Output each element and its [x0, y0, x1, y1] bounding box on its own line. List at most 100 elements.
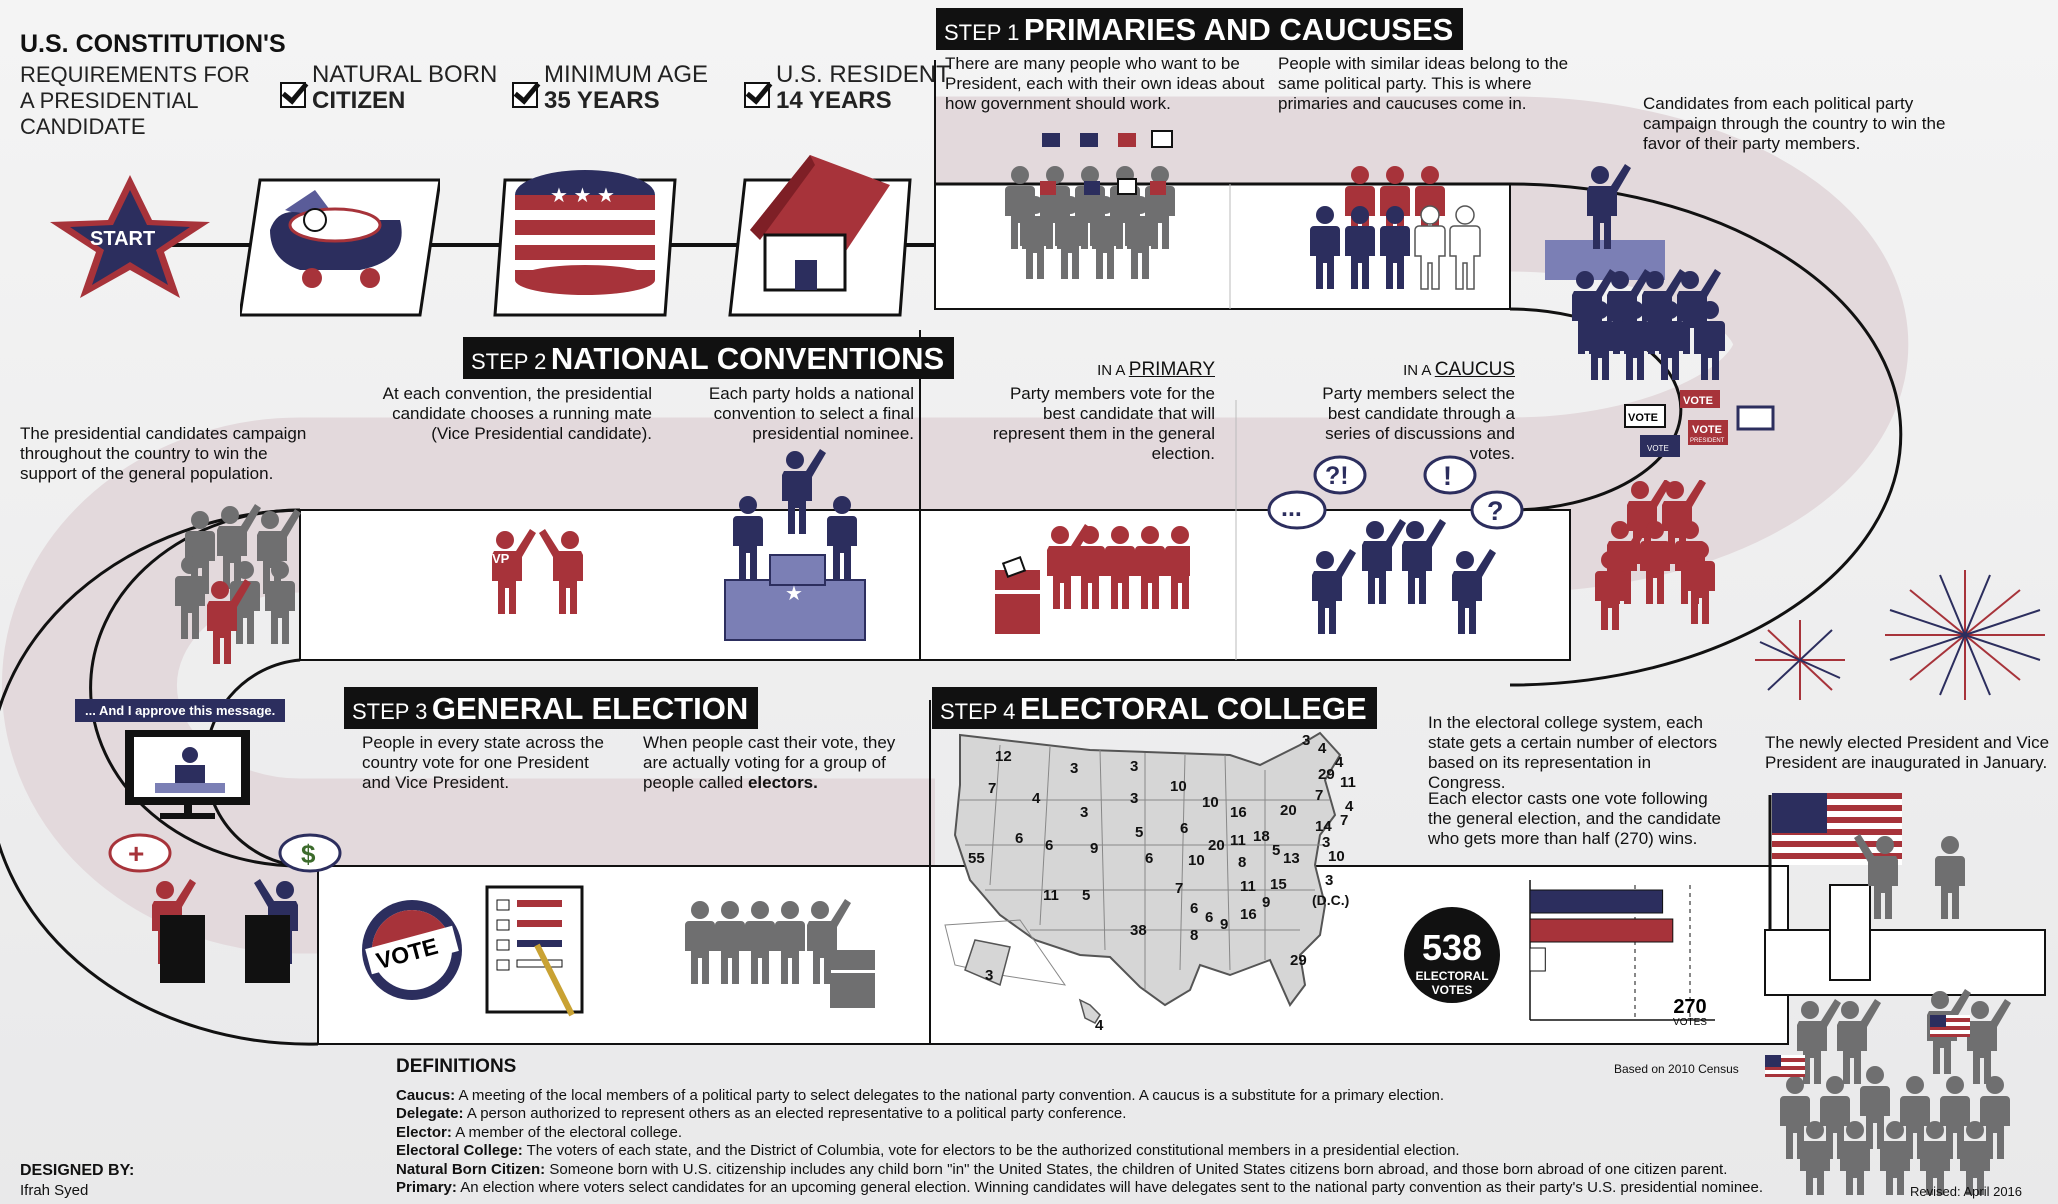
campaign-crowd-icon — [175, 504, 301, 664]
svg-text:16: 16 — [1240, 906, 1257, 923]
bubble-text: ? — [1487, 496, 1504, 526]
designer-name: Ifrah Syed — [20, 1182, 89, 1199]
census-note: Based on 2010 Census — [1614, 1062, 1739, 1076]
definition-term: Caucus: — [396, 1086, 456, 1104]
step-number: STEP 4 — [940, 699, 1016, 724]
candidate-debate-icon: + $ — [108, 833, 342, 983]
svg-text:4: 4 — [1318, 740, 1327, 757]
step-number: STEP 1 — [944, 20, 1020, 45]
subtitle-line: REQUIREMENTS FOR — [20, 62, 250, 87]
step2-left-text: At each convention, the presidential can… — [382, 384, 652, 443]
svg-text:3: 3 — [1325, 872, 1333, 889]
svg-text:8: 8 — [1190, 927, 1198, 944]
svg-text:18: 18 — [1253, 828, 1270, 845]
svg-text:20: 20 — [1280, 802, 1297, 819]
fireworks-icon — [1755, 570, 2045, 700]
svg-text:29: 29 — [1318, 766, 1335, 783]
bubble-text: ... — [1281, 494, 1302, 522]
svg-text:4: 4 — [1345, 798, 1354, 815]
vote-signs-icon: VOTE VOTE VOTE VOTE PRESIDENT — [1624, 390, 1775, 457]
vote-bar-white — [1529, 947, 1546, 972]
svg-text:6: 6 — [1045, 837, 1053, 854]
svg-text:11: 11 — [1230, 832, 1246, 849]
vote-bar-navy — [1529, 889, 1664, 914]
page-subtitle: REQUIREMENTS FOR A PRESIDENTIAL CANDIDAT… — [20, 62, 250, 140]
primary-pre: IN A — [1097, 362, 1125, 379]
requirement-citizen: NATURAL BORN CITIZEN — [312, 62, 497, 114]
total-votes-label: VOTES — [1432, 983, 1473, 997]
ballot-icon: VOTE — [362, 885, 584, 1017]
svg-text:6: 6 — [1180, 820, 1188, 837]
svg-text:4: 4 — [1032, 790, 1041, 807]
requirement-label: U.S. RESIDENT — [776, 61, 951, 88]
svg-text:★: ★ — [785, 583, 803, 605]
crowd-opinions-icon — [1005, 130, 1175, 279]
vote-bar-red — [1529, 918, 1674, 943]
vp-label: VP — [492, 551, 510, 566]
step4-text-2: Each elector casts one vote following th… — [1428, 789, 1722, 848]
threshold-value: 270 — [1673, 996, 1706, 1018]
step-title: NATIONAL CONVENTIONS — [550, 341, 945, 376]
sign-text: VOTE — [1692, 424, 1722, 436]
step-title: GENERAL ELECTION — [431, 691, 749, 726]
electoral-votes-chart: 538 ELECTORAL VOTES 270 VOTES — [1404, 880, 1715, 1028]
definition-text: Someone born with U.S. citizenship inclu… — [549, 1160, 1728, 1178]
requirement-residence: U.S. RESIDENT 14 YEARS — [776, 62, 951, 114]
caucus-discussion-icon: ?! ! ... ? — [1267, 455, 1524, 634]
baby-stroller-icon — [240, 178, 440, 317]
svg-text:11: 11 — [1240, 878, 1256, 895]
step3-header: STEP 3 GENERAL ELECTION — [344, 687, 759, 729]
primary-voting-icon — [995, 524, 1190, 634]
primary-word: PRIMARY — [1128, 359, 1215, 380]
inauguration-text: The newly elected President and Vice Pre… — [1765, 733, 2050, 772]
party-supporters-icon — [1595, 480, 1715, 630]
bubble-text: ! — [1443, 461, 1452, 491]
convention-podium-icon: ★ — [724, 449, 866, 641]
svg-text:3: 3 — [1322, 834, 1330, 851]
svg-text:9: 9 — [1220, 916, 1228, 933]
svg-text:38: 38 — [1130, 922, 1147, 939]
definition-term: Natural Born Citizen: — [396, 1160, 546, 1178]
definitions-title: DEFINITIONS — [396, 1056, 517, 1077]
svg-text:5: 5 — [1082, 887, 1090, 904]
subtitle-line: CANDIDATE — [20, 114, 146, 139]
page-title: U.S. CONSTITUTION'S — [20, 30, 286, 58]
svg-text:8: 8 — [1238, 854, 1246, 871]
svg-text:15: 15 — [1270, 876, 1287, 893]
svg-text:12: 12 — [995, 748, 1012, 765]
svg-text:29: 29 — [1290, 952, 1307, 969]
electors-pre: When people cast their vote, they are ac… — [643, 733, 896, 792]
requirement-value: 14 YEARS — [776, 87, 892, 114]
svg-text:7: 7 — [1340, 812, 1348, 829]
svg-text:6: 6 — [1190, 900, 1198, 917]
definition-text: A member of the electoral college. — [455, 1123, 682, 1141]
caucus-heading: IN A CAUCUS — [1275, 360, 1515, 381]
sign-text: PRESIDENT — [1690, 438, 1725, 444]
svg-text:6: 6 — [1145, 850, 1153, 867]
svg-text:(D.C.): (D.C.) — [1312, 892, 1349, 908]
step4-header: STEP 4 ELECTORAL COLLEGE — [932, 687, 1377, 729]
requirement-value: 35 YEARS — [544, 87, 660, 114]
svg-text:10: 10 — [1170, 778, 1187, 795]
definition-text: A person authorized to represent others … — [466, 1105, 1127, 1122]
definition-item: Delegate: A person authorized to represe… — [396, 1105, 1816, 1124]
threshold-label: VOTES — [1673, 1017, 1707, 1028]
step-number: STEP 2 — [471, 349, 547, 374]
running-mate-icon: VP — [492, 529, 583, 614]
requirement-label: MINIMUM AGE — [544, 61, 709, 88]
checkbox-icon — [280, 82, 306, 108]
svg-text:10: 10 — [1328, 848, 1345, 865]
step2-right-text: Each party holds a national convention t… — [708, 384, 914, 443]
definition-term: Delegate: — [396, 1105, 464, 1122]
subtitle-line: A PRESIDENTIAL — [20, 88, 199, 113]
definition-term: Primary: — [396, 1179, 457, 1196]
svg-text:10: 10 — [1202, 794, 1219, 811]
svg-text:5: 5 — [1272, 842, 1280, 859]
primary-text: Party members vote for the best candidat… — [992, 384, 1215, 463]
definition-text: A meeting of the local members of a poli… — [458, 1086, 1445, 1104]
svg-text:9: 9 — [1090, 840, 1098, 857]
money-icon: $ — [301, 839, 316, 869]
svg-text:7: 7 — [1315, 787, 1323, 804]
definition-item: Natural Born Citizen: Someone born with … — [396, 1161, 1816, 1180]
